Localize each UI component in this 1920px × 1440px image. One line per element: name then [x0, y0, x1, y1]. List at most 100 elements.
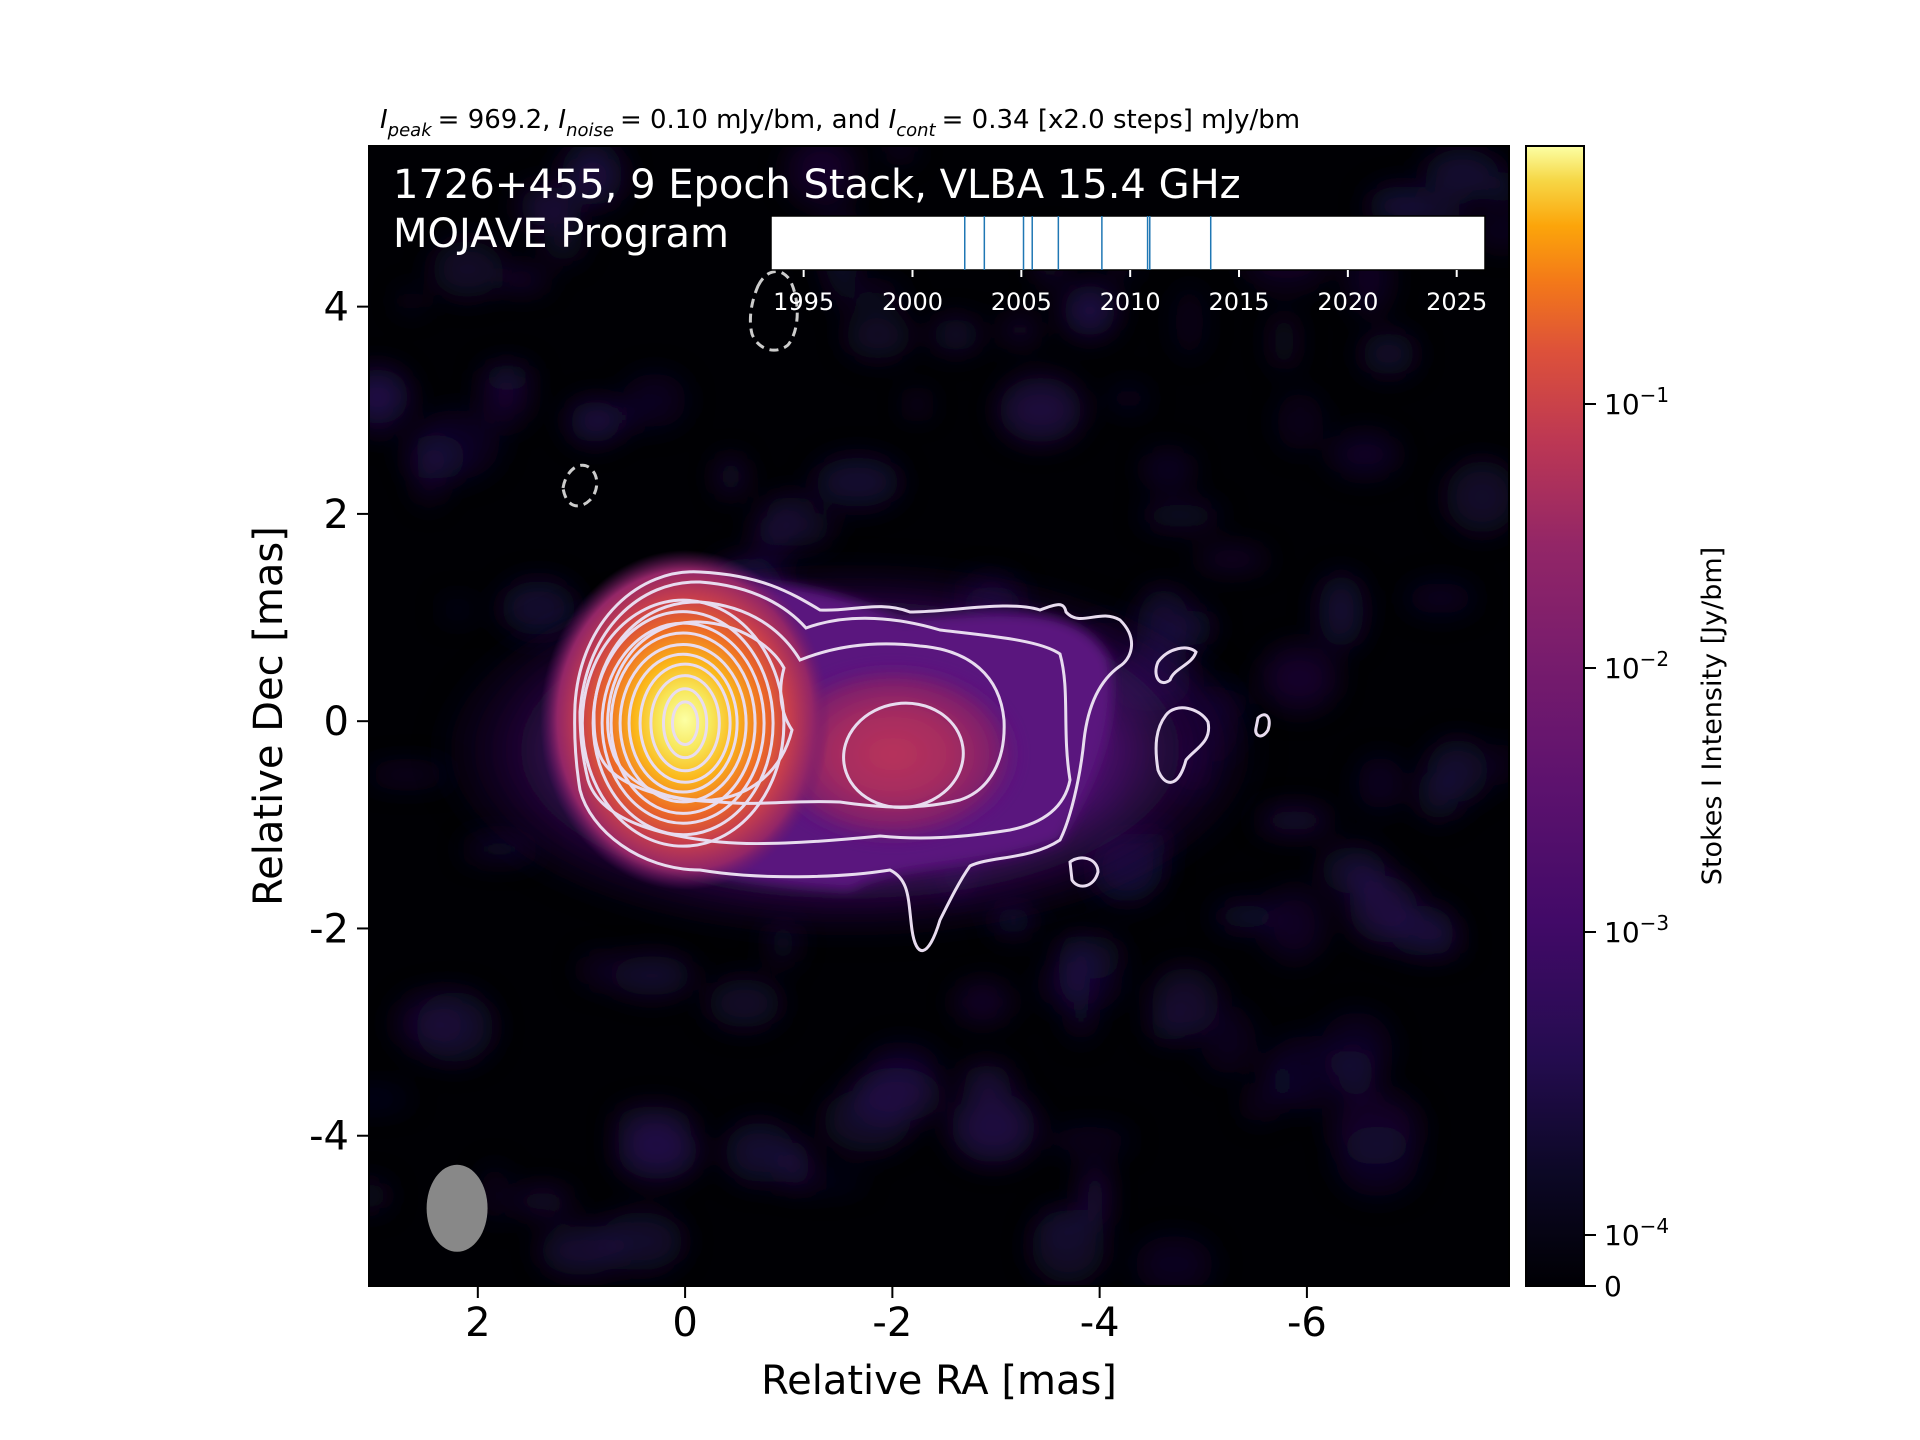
- noise-blob: [1445, 460, 1509, 533]
- y-tick-label: 4: [324, 285, 349, 331]
- noise-blob: [707, 979, 781, 1028]
- colorbar: 10−1 10−2 10−3 10−4 0: [1525, 145, 1669, 1303]
- y-tick-label: 0: [324, 699, 349, 745]
- colorbar-tick-label: 10−4: [1604, 1214, 1669, 1252]
- noise-blob: [1246, 1086, 1273, 1122]
- timeline-tick-label: 1995: [773, 288, 834, 316]
- plot-subtitle: MOJAVE Program: [393, 211, 729, 257]
- noise-blob: [369, 1181, 390, 1210]
- noise-blob: [961, 1065, 1012, 1094]
- noise-blob: [1349, 875, 1418, 943]
- noise-blob: [999, 377, 1082, 443]
- x-tick-label: -6: [1287, 1300, 1327, 1346]
- noise-blob: [1195, 550, 1269, 568]
- y-tick-label: -2: [309, 906, 349, 952]
- noise-blob: [951, 1091, 1036, 1163]
- contour-island-3: [1254, 713, 1271, 738]
- noise-blob: [954, 982, 1011, 1022]
- noise-blob: [369, 766, 450, 784]
- noise-blob: [1002, 318, 1038, 342]
- noise-blob: [851, 1067, 941, 1123]
- noise-blob: [579, 955, 621, 986]
- noise-blob: [1330, 433, 1400, 476]
- noise-blob: [724, 1122, 795, 1183]
- plot-frame: [368, 145, 1510, 1287]
- noise-blob: [885, 146, 915, 158]
- noise-blob: [514, 1189, 571, 1213]
- noise-blob: [1261, 645, 1338, 712]
- noise-blob: [1361, 332, 1416, 376]
- noise-blob: [617, 1122, 699, 1180]
- colorbar-tick-label: 10−1: [1604, 383, 1669, 421]
- noise-blob: [718, 457, 744, 496]
- contour-core-6: [627, 652, 739, 794]
- contour-island-1: [1154, 646, 1198, 685]
- noise-blob: [1201, 1006, 1256, 1075]
- timeline-tick-label: 2020: [1317, 288, 1378, 316]
- contour-core-5: [618, 642, 748, 804]
- noise-header: Ipeak = 969.2, Inoise = 0.10 mJy/bm, and Ico…: [380, 105, 1300, 141]
- noise-blob: [1134, 1235, 1214, 1286]
- contour-core-7: [638, 662, 732, 784]
- noise-blob: [442, 599, 473, 621]
- noise-blob: [482, 370, 528, 427]
- noise-blob: [1214, 903, 1280, 930]
- noise-blob: [1031, 1209, 1106, 1284]
- noise-blob: [369, 1089, 412, 1109]
- noise-blob: [1489, 171, 1509, 206]
- noise-blob: [539, 1225, 622, 1276]
- noise-blob: [1318, 573, 1364, 649]
- beam-ellipse: [426, 1164, 488, 1252]
- noise-blob: [931, 318, 981, 352]
- timeline-tick-label: 2015: [1208, 288, 1269, 316]
- plot-title: 1726+455, 9 Epoch Stack, VLBA 15.4 GHz: [393, 162, 1241, 208]
- noise-blob: [766, 497, 814, 514]
- timeline-tick-label: 2005: [991, 288, 1052, 316]
- y-tick-label: 2: [324, 492, 349, 538]
- noise-blob: [398, 289, 425, 313]
- noise-blob: [1063, 284, 1116, 337]
- colorbar-gradient: [1525, 145, 1585, 1287]
- contour-core-8: [649, 674, 721, 773]
- noise-blob: [1109, 386, 1149, 411]
- noise-blob: [1357, 756, 1403, 810]
- noise-blob: [583, 159, 615, 207]
- noise-blob: [499, 270, 548, 289]
- noise-blob: [1151, 967, 1220, 1036]
- contours: [561, 270, 1271, 952]
- negative-contour-2: [748, 270, 799, 352]
- contour-island-4: [1068, 856, 1100, 888]
- contour-level-1: [573, 570, 1133, 952]
- timeline-tick-label: 2000: [882, 288, 943, 316]
- noise-blob: [369, 421, 394, 438]
- noise-blob: [1258, 808, 1331, 833]
- y-tick-label: -4: [309, 1114, 349, 1160]
- contour-core-3: [600, 621, 766, 825]
- contour-core-2: [591, 610, 775, 837]
- noise-blob: [1142, 452, 1194, 487]
- negative-contour-1: [561, 463, 599, 508]
- noise-blob: [1175, 285, 1204, 359]
- noise-blob: [1338, 1048, 1373, 1099]
- x-tick-label: 0: [672, 1300, 697, 1346]
- noise-blob: [611, 955, 693, 996]
- noise-blob: [1140, 502, 1222, 529]
- noise-blob: [845, 311, 912, 360]
- noise-blob: [1058, 934, 1090, 1004]
- noise-blob: [432, 240, 503, 298]
- noise-blob: [905, 395, 930, 414]
- timeline-tick-label: 2010: [1100, 288, 1161, 316]
- noise-blob: [369, 368, 409, 425]
- x-axis-label: Relative RA [mas]: [761, 1358, 1117, 1404]
- contour-core-4: [609, 631, 757, 815]
- noise-blob: [755, 511, 790, 567]
- noise-blob: [826, 285, 905, 303]
- noise-blob: [789, 1172, 866, 1190]
- axes: 2 0 -2 -4 -6 4 2 0 -2 -4: [309, 285, 1327, 1346]
- colorbar-tick-label: 10−3: [1604, 911, 1669, 949]
- colorbar-tick-label: 0: [1604, 1270, 1622, 1303]
- x-tick-label: -4: [1080, 1300, 1120, 1346]
- noise-blob: [1423, 914, 1454, 954]
- noise-blob: [569, 400, 621, 443]
